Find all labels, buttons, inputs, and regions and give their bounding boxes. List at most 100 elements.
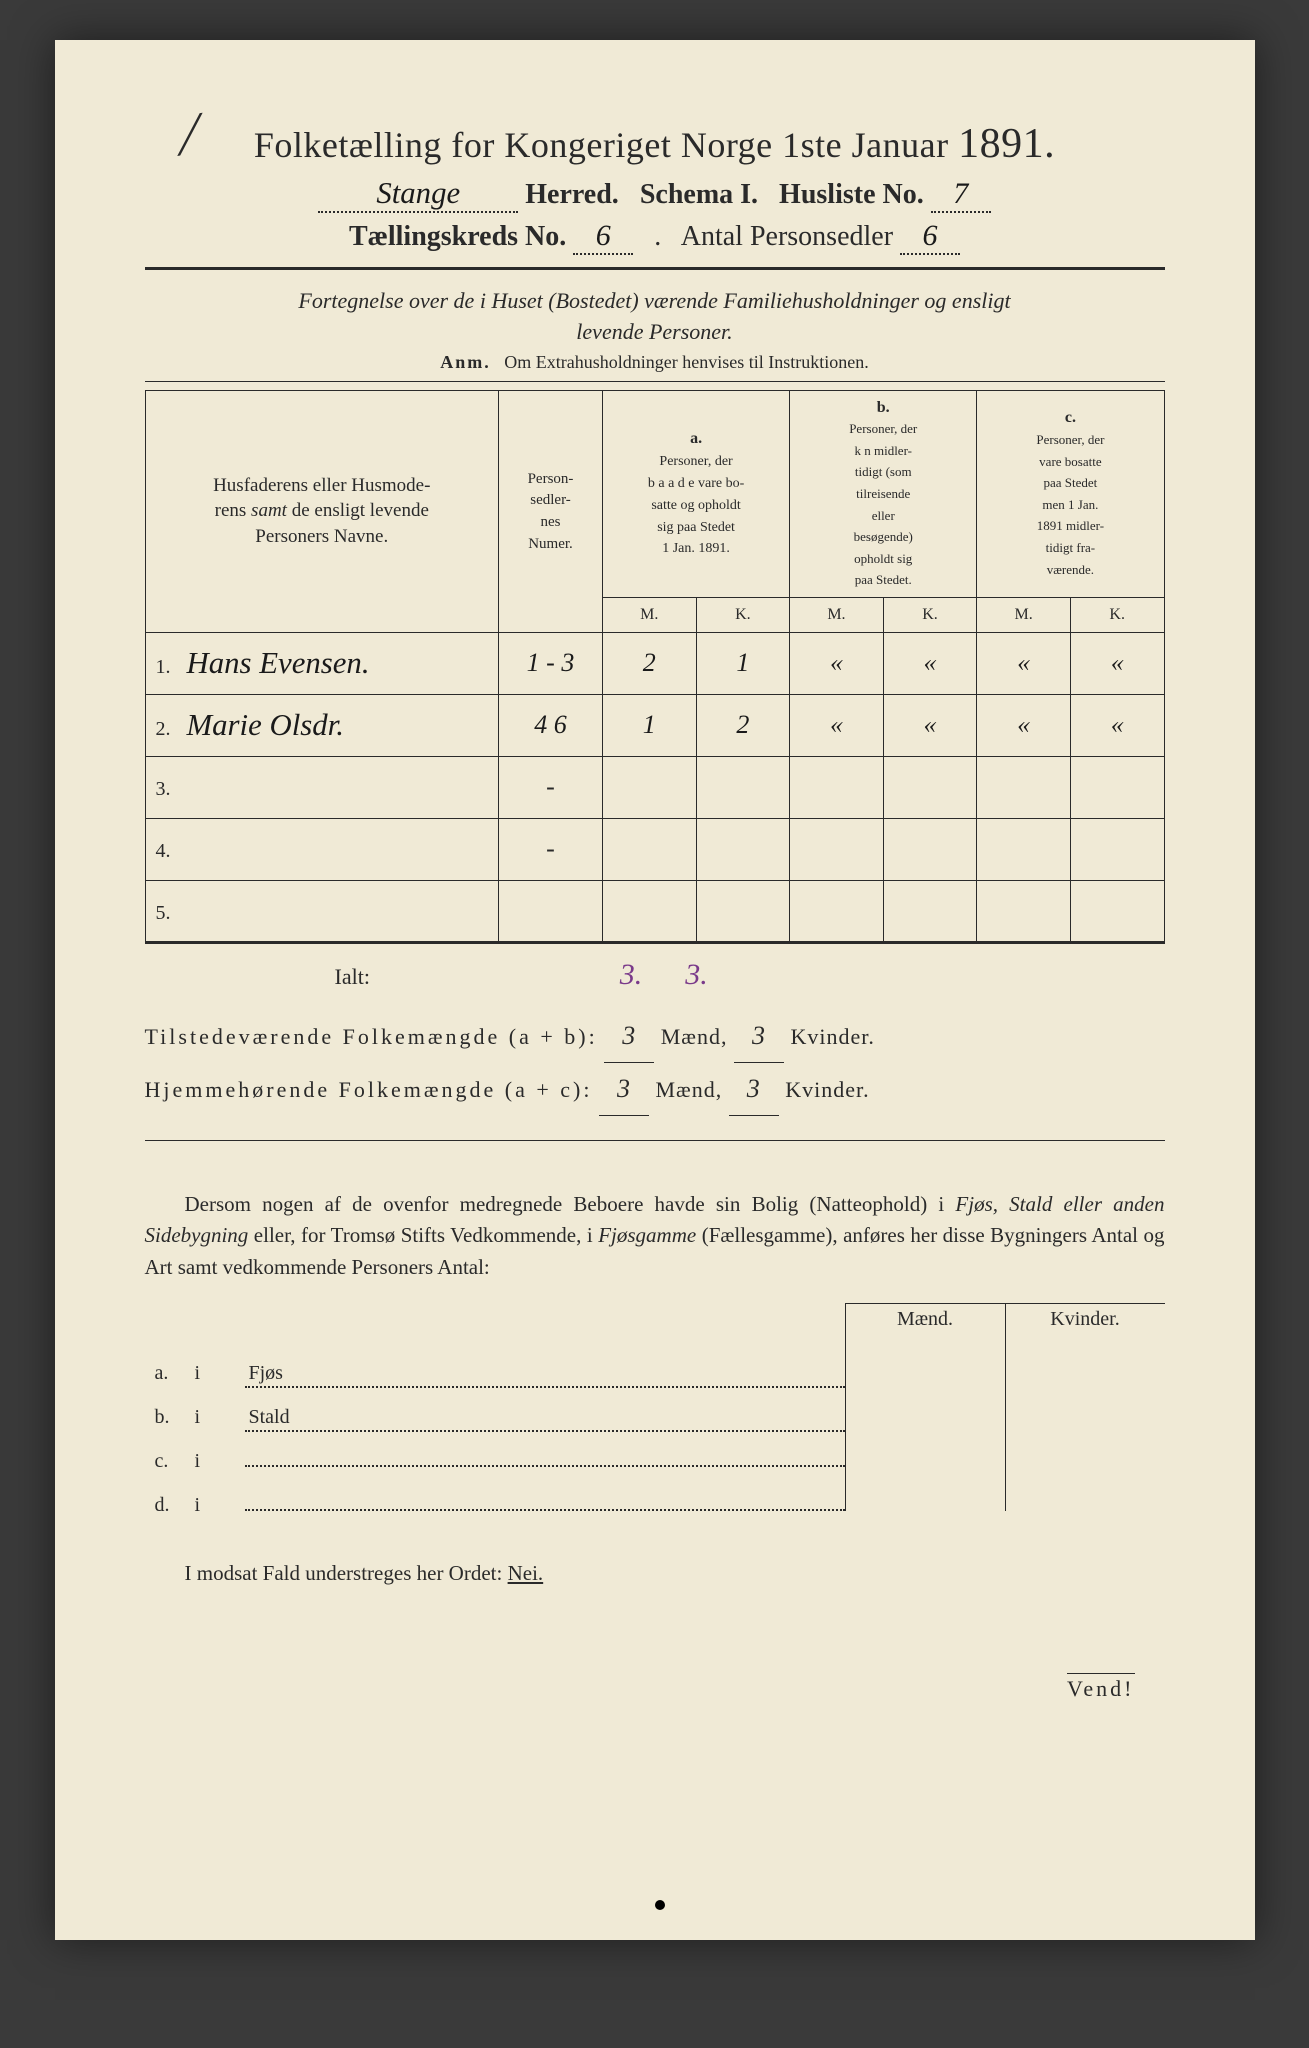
bygn-cell xyxy=(1005,1423,1165,1467)
antal-label: Antal Personsedler xyxy=(681,221,893,252)
divider-3 xyxy=(145,1140,1165,1141)
th-c-k: K. xyxy=(1070,597,1164,632)
bygninger-block: Mænd. Kvinder. a. i Fjøs b. i Stald c. i… xyxy=(145,1303,1165,1511)
bygn-txt xyxy=(245,1441,845,1467)
bygn-i: i xyxy=(195,1406,245,1429)
modsat-text: I modsat Fald understreges her Ordet: xyxy=(185,1561,508,1585)
cell xyxy=(790,756,884,818)
row-num: 1. xyxy=(156,656,180,679)
ialt-m: 3. xyxy=(601,958,661,992)
cell: 2 xyxy=(696,694,790,756)
th-c: c. Personer, dervare bosattepaa Stedetme… xyxy=(977,390,1164,597)
cell: « xyxy=(977,632,1071,694)
row-name: Hans Evensen. xyxy=(187,646,370,680)
th-name: Husfaderens eller Husmode-rens samt de e… xyxy=(145,390,499,632)
anm-label: Anm. xyxy=(440,352,491,372)
totals-line-1: Tilstedeværende Folkemængde (a + b): 3 M… xyxy=(145,1010,1165,1063)
cell: « xyxy=(883,632,977,694)
cell: « xyxy=(790,632,884,694)
cell xyxy=(977,756,1071,818)
bygn-a: b. xyxy=(145,1406,195,1429)
kreds-no: 6 xyxy=(573,219,633,255)
row-sedler: 4 6 xyxy=(499,694,603,756)
tot2-m: 3 xyxy=(599,1063,649,1116)
table-row: 1. Hans Evensen. 1 - 3 2 1 « « « « xyxy=(145,632,1164,694)
cell xyxy=(977,818,1071,880)
th-a-m: M. xyxy=(603,597,697,632)
anm-text: Om Extrahusholdninger henvises til Instr… xyxy=(504,352,868,372)
cell xyxy=(790,880,884,942)
bygn-a: d. xyxy=(145,1494,195,1517)
th-c-m: M. xyxy=(977,597,1071,632)
cell xyxy=(1070,880,1164,942)
row-name: Marie Olsdr. xyxy=(187,708,344,742)
bygn-a: a. xyxy=(145,1362,195,1385)
ink-dot xyxy=(655,1900,665,1910)
census-table: Husfaderens eller Husmode-rens samt de e… xyxy=(145,390,1165,944)
th-b-m: M. xyxy=(790,597,884,632)
bygn-txt: Stald xyxy=(245,1406,845,1432)
bygn-cell xyxy=(845,1467,1005,1511)
table-row: 5. xyxy=(145,880,1164,942)
main-title: Folketælling for Kongeriget Norge 1ste J… xyxy=(145,120,1165,168)
tot1-k: 3 xyxy=(734,1010,784,1063)
cell: « xyxy=(1070,632,1164,694)
bygn-a: c. xyxy=(145,1450,195,1473)
divider-2 xyxy=(145,381,1165,382)
th-a-label: a. xyxy=(690,430,702,447)
bygn-cell xyxy=(845,1379,1005,1423)
para-t2: eller, for Tromsø Stifts Vedkommende, i xyxy=(248,1223,598,1247)
census-form-page: ⁄ Folketælling for Kongeriget Norge 1ste… xyxy=(55,40,1255,1940)
schema-label: Schema I. xyxy=(640,179,758,210)
bygn-maend: Mænd. xyxy=(845,1303,1005,1335)
vend-text: Vend! xyxy=(1067,1673,1135,1701)
herred-value: Stange xyxy=(318,176,518,213)
tot2-label: Hjemmehørende Folkemængde (a + c): xyxy=(145,1077,593,1102)
cell xyxy=(790,818,884,880)
cell: « xyxy=(977,694,1071,756)
divider-1 xyxy=(145,267,1165,270)
cell: 1 xyxy=(696,632,790,694)
kvinder-label: Kvinder. xyxy=(790,1024,874,1049)
kvinder-label: Kvinder. xyxy=(785,1077,869,1102)
th-b: b. Personer, derk n midler-tidigt (somti… xyxy=(790,390,977,597)
row-sedler: 1 - 3 xyxy=(499,632,603,694)
para-i2: Fjøsgamme xyxy=(598,1223,696,1247)
cell xyxy=(603,818,697,880)
bygn-cell xyxy=(845,1335,1005,1379)
maend-label: Mænd, xyxy=(661,1024,728,1049)
cell xyxy=(696,756,790,818)
th-b-label: b. xyxy=(877,399,890,416)
ialt-label: Ialt: xyxy=(335,964,370,989)
instruction-paragraph: Dersom nogen af de ovenfor medregnede Be… xyxy=(145,1189,1165,1284)
cell xyxy=(977,880,1071,942)
modsat-nei: Nei. xyxy=(508,1561,544,1585)
row-sedler: - xyxy=(499,756,603,818)
husliste-no: 7 xyxy=(931,177,991,213)
th-a: a. Personer, derb a a d e vare bo-satte … xyxy=(603,390,790,597)
bygn-header: Mænd. Kvinder. xyxy=(145,1303,1165,1335)
cell xyxy=(883,756,977,818)
row-sedler: - xyxy=(499,818,603,880)
bygn-cell xyxy=(1005,1379,1165,1423)
totals-block: Tilstedeværende Folkemængde (a + b): 3 M… xyxy=(145,1010,1165,1116)
intro-line1: Fortegnelse over de i Huset (Bostedet) v… xyxy=(298,288,1010,313)
bygn-kvinder: Kvinder. xyxy=(1005,1303,1165,1335)
cell xyxy=(696,818,790,880)
modsat-line: I modsat Fald understreges her Ordet: Ne… xyxy=(145,1561,1165,1586)
herred-label: Herred. xyxy=(525,179,619,210)
kreds-label: Tællingskreds No. xyxy=(349,221,566,252)
cell: 1 xyxy=(603,694,697,756)
cell: 2 xyxy=(603,632,697,694)
totals-line-2: Hjemmehørende Folkemængde (a + c): 3 Mæn… xyxy=(145,1063,1165,1116)
para-t1: Dersom nogen af de ovenfor medregnede Be… xyxy=(185,1192,956,1216)
vend-label: Vend! xyxy=(145,1676,1165,1702)
tot1-m: 3 xyxy=(604,1010,654,1063)
th-b-k: K. xyxy=(883,597,977,632)
row-num: 3. xyxy=(156,778,180,801)
title-text: Folketælling for Kongeriget Norge 1ste J… xyxy=(254,125,949,165)
title-year: 1891. xyxy=(958,121,1055,167)
bygn-i: i xyxy=(195,1494,245,1517)
tot2-k: 3 xyxy=(729,1063,779,1116)
cell xyxy=(883,818,977,880)
